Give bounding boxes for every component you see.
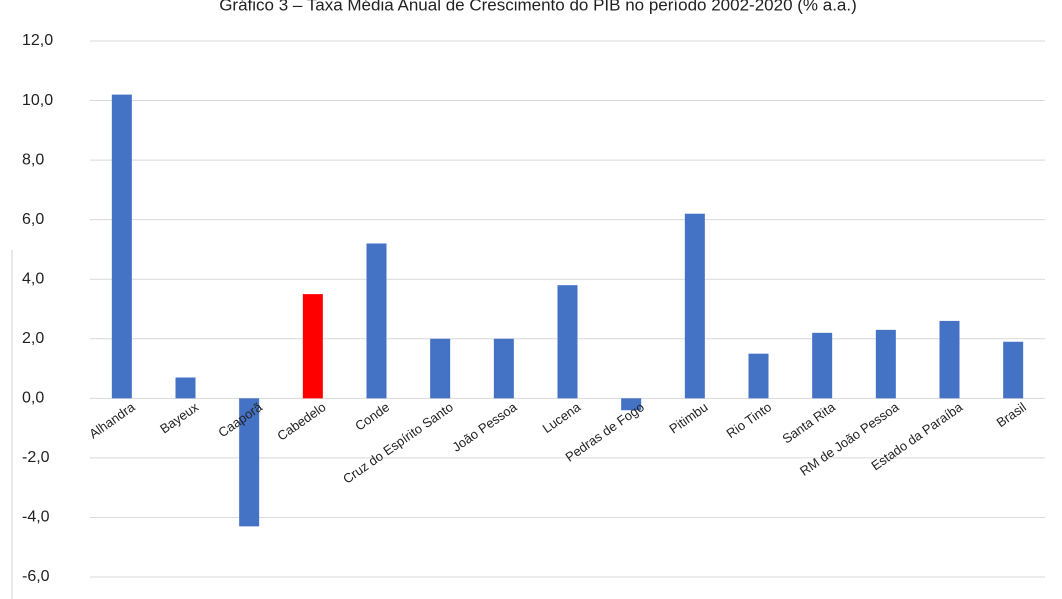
y-tick-label: 4,0 <box>22 270 44 287</box>
y-tick-label: 6,0 <box>22 211 44 228</box>
bar <box>557 285 578 399</box>
bar <box>175 377 196 399</box>
chart-title: Gráfico 3 – Taxa Média Anual de Crescime… <box>219 0 857 14</box>
bar <box>493 338 514 399</box>
bar <box>875 329 896 399</box>
bar <box>621 398 642 411</box>
bar <box>239 398 260 527</box>
y-tick-label: 0,0 <box>22 390 44 407</box>
bar <box>939 320 960 399</box>
y-tick-label: 8,0 <box>22 151 44 168</box>
bar <box>1003 341 1024 399</box>
y-tick-label: -4,0 <box>22 509 50 526</box>
bar <box>302 294 323 399</box>
bar <box>111 94 132 399</box>
bar <box>684 213 705 399</box>
y-tick-label: 12,0 <box>22 32 53 49</box>
bar <box>812 332 833 399</box>
bar <box>366 243 387 399</box>
y-tick-label: -2,0 <box>22 449 50 466</box>
y-tick-label: -6,0 <box>22 568 50 585</box>
y-tick-label: 10,0 <box>22 92 53 109</box>
bar <box>430 338 451 399</box>
y-tick-label: 2,0 <box>22 330 44 347</box>
bar <box>748 353 769 399</box>
